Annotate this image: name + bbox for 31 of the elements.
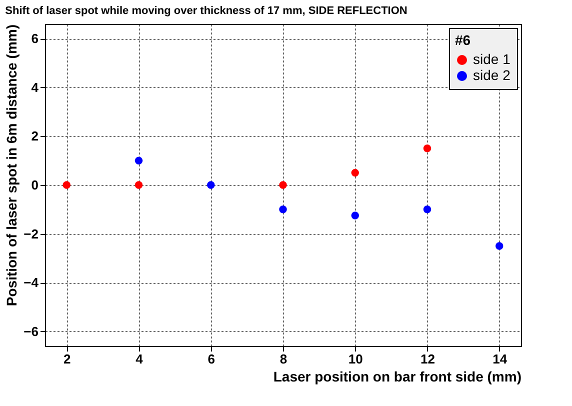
point [351, 212, 359, 220]
x-tick-label: 12 [420, 352, 435, 366]
point [279, 206, 287, 214]
y-tick-label: −2 [24, 226, 38, 242]
y-tick-label: 4 [31, 80, 40, 95]
point [279, 181, 287, 189]
point [62, 181, 71, 189]
point [351, 168, 359, 177]
point [207, 181, 215, 189]
x-tick-label: 2 [64, 352, 71, 366]
legend-label: side 1 [473, 51, 511, 67]
x-tick-label: 4 [136, 352, 144, 366]
point [134, 181, 143, 189]
legend-label: side 2 [473, 67, 511, 83]
y-axis-title: Position of laser spot in 6m distance (mm) [4, 24, 20, 306]
legend-title: #6 [455, 32, 471, 48]
x-tick-label: 6 [208, 352, 215, 366]
x-tick-label: 8 [280, 352, 288, 366]
x-tick-label: 14 [492, 352, 508, 366]
point [495, 242, 504, 250]
x-axis-title: Laser position on bar front side (mm) [273, 368, 522, 384]
y-tick-label: −4 [24, 275, 40, 290]
chart-title: Shift of laser spot while moving over thickness of 17 mm, SIDE REFLECTION [5, 5, 408, 17]
point [134, 156, 143, 164]
point [423, 144, 432, 152]
point [423, 206, 432, 214]
y-tick-label: 0 [31, 178, 38, 192]
y-tick-label: 6 [31, 31, 38, 46]
y-tick-label: −6 [24, 324, 38, 339]
x-tick-label: 10 [348, 352, 363, 366]
y-tick-label: 2 [31, 128, 38, 144]
